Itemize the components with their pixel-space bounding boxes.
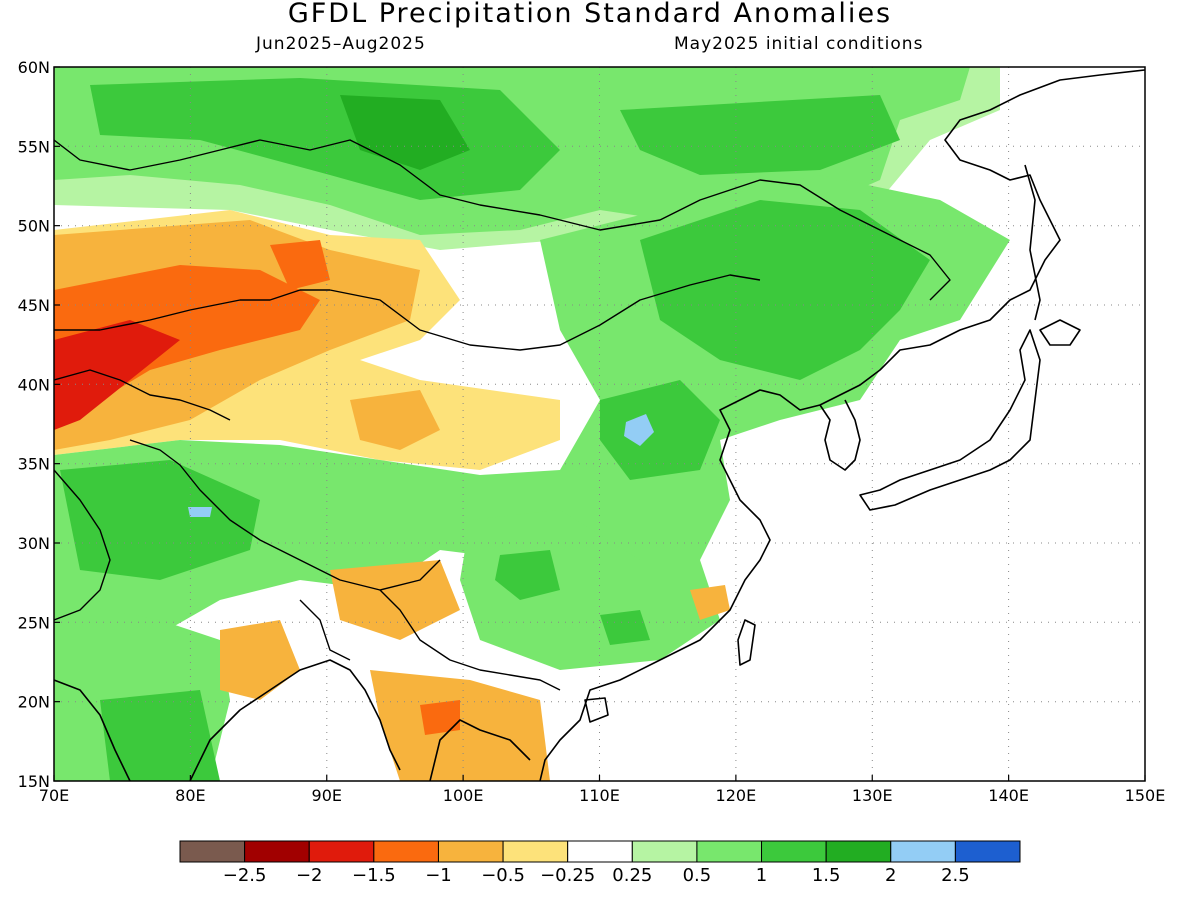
lat-tick-label: 35N xyxy=(18,455,50,474)
coastlines xyxy=(54,69,1145,781)
lat-tick-label: 45N xyxy=(18,296,50,315)
lat-tick-label: 30N xyxy=(18,534,50,553)
border-bangladesh xyxy=(299,599,351,661)
lon-tick-label: 150E xyxy=(1125,786,1166,805)
coastline-east-asia xyxy=(539,69,1145,781)
lon-tick-label: 80E xyxy=(175,786,205,805)
region-indochina-dry-core xyxy=(420,700,460,735)
coastline-india xyxy=(54,679,131,781)
region-south-china-wet xyxy=(460,510,720,670)
longitude-axis: 70E 80E 90E 100E 110E 120E 130E 140E 150E xyxy=(39,775,1166,805)
region-north-china-peak xyxy=(624,414,654,446)
colorbar-label: 0.25 xyxy=(612,865,652,886)
lon-tick-label: 130E xyxy=(852,786,893,805)
colorbar-label: −0.5 xyxy=(481,865,525,886)
region-taiwan-strait-dry xyxy=(690,585,730,620)
lat-tick-label: 60N xyxy=(18,58,50,77)
region-tarim-dry xyxy=(350,390,440,450)
lat-tick-label: 40N xyxy=(18,375,50,394)
colorbar-swatch xyxy=(244,840,310,863)
borders xyxy=(54,139,951,691)
colorbar-label: −1.5 xyxy=(352,865,396,886)
colorbar-label: 1.5 xyxy=(812,865,841,886)
region-baikal-wet xyxy=(620,95,900,175)
colorbar-label: −2 xyxy=(296,865,323,886)
region-mongolia-manchuria-wet xyxy=(640,200,930,380)
region-central-asia-dry-core xyxy=(54,320,180,430)
border-pakistan-india xyxy=(54,469,111,621)
colorbar: −2.5 −2 −1.5 −1 −0.5 −0.25 0.25 0.5 1 1.5 2 2.5 xyxy=(179,840,1021,886)
colorbar-swatch xyxy=(825,840,892,863)
region-himalaya-wet-peak xyxy=(188,507,212,517)
lon-tick-label: 120E xyxy=(716,786,757,805)
lat-tick-label: 55N xyxy=(18,137,50,156)
coastline-korea xyxy=(819,399,861,471)
region-dzungaria-dry xyxy=(270,240,330,290)
forecast-period: Jun2025–Aug2025 xyxy=(256,34,426,54)
region-south-china-core xyxy=(495,550,560,600)
colorbar-label: 1 xyxy=(756,865,767,886)
colorbar-swatch xyxy=(567,840,633,863)
colorbar-swatch xyxy=(502,840,569,863)
lon-tick-label: 100E xyxy=(443,786,484,805)
colorbar-label: 2.5 xyxy=(941,865,970,886)
lon-tick-label: 110E xyxy=(579,786,620,805)
region-north-china-wet xyxy=(600,380,720,480)
colorbar-swatch xyxy=(179,840,246,863)
coastline-hokkaido xyxy=(1039,319,1081,346)
initial-conditions: May2025 initial conditions xyxy=(674,34,924,54)
coastline-indochina xyxy=(429,719,531,781)
colorbar-swatch xyxy=(373,840,439,863)
colorbar-label: −1 xyxy=(425,865,452,886)
region-bangladesh-dry xyxy=(330,560,460,640)
region-himalaya-wet xyxy=(60,460,260,580)
coastline-sakhalin xyxy=(1024,164,1041,321)
border-central-asia xyxy=(54,369,231,421)
lat-tick-label: 20N xyxy=(18,693,50,712)
latitude-axis: 15N 20N 25N 30N 35N 40N 45N 50N 55N 60N xyxy=(18,58,60,791)
lat-tick-label: 50N xyxy=(18,217,50,236)
lat-tick-label: 15N xyxy=(18,772,50,791)
colorbar-swatch xyxy=(954,840,1021,863)
colorbar-swatch xyxy=(761,840,827,863)
border-tibet-india xyxy=(129,439,441,591)
colorbar-label: −2.5 xyxy=(223,865,267,886)
border-kazakhstan xyxy=(54,289,330,331)
colorbar-swatch xyxy=(308,840,375,863)
border-mongolia-china xyxy=(329,274,761,351)
region-india-wet-core xyxy=(100,690,220,781)
colorbar-swatch xyxy=(437,840,504,863)
colorbar-label: 2 xyxy=(885,865,896,886)
lon-tick-label: 70E xyxy=(39,786,69,805)
border-myanmar-china xyxy=(379,589,561,691)
coastline-japan xyxy=(859,329,1041,511)
lon-tick-label: 90E xyxy=(312,786,342,805)
colorbar-label: −0.25 xyxy=(540,865,595,886)
coastline-hainan xyxy=(584,697,609,723)
colorbar-label: 0.5 xyxy=(683,865,712,886)
border-russia-china-mongolia xyxy=(54,139,951,301)
map-title: GFDL Precipitation Standard Anomalies xyxy=(287,0,893,29)
map-grid xyxy=(54,67,1145,781)
lon-tick-label: 140E xyxy=(988,786,1029,805)
colorbar-swatch xyxy=(890,840,956,863)
anomaly-field xyxy=(54,67,1145,781)
lat-tick-label: 25N xyxy=(18,613,50,632)
colorbar-swatch xyxy=(631,840,698,863)
colorbar-swatch xyxy=(696,840,763,863)
coastline-taiwan xyxy=(737,619,756,666)
coastline-bay-of-bengal xyxy=(189,659,401,781)
region-guangdong-core xyxy=(600,610,650,645)
region-bengal-dry xyxy=(220,620,300,700)
